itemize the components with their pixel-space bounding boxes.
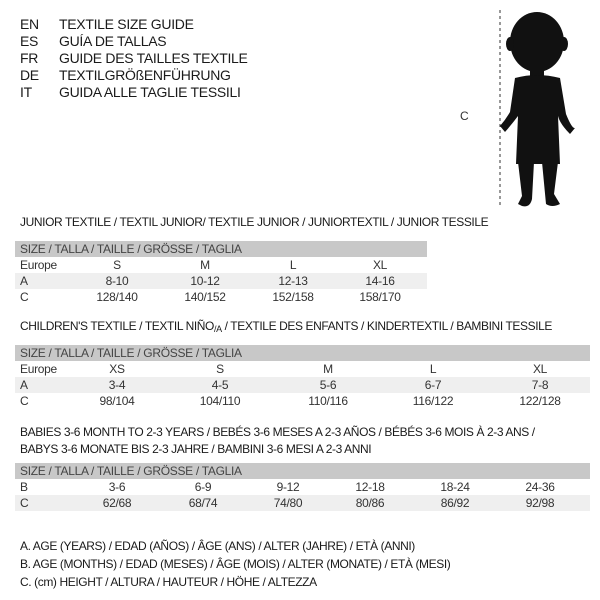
table-cell: 104/110 xyxy=(199,394,241,408)
table-cell: 116/122 xyxy=(412,394,454,408)
table-cell: 110/116 xyxy=(308,394,348,408)
table-row: A 8-10 10-12 12-13 14-16 xyxy=(15,273,427,289)
table-row: C 128/140 140/152 152/158 158/170 xyxy=(15,289,427,305)
legend-c: C. (cm) HEIGHT / ALTURA / HAUTEUR / HÖHE… xyxy=(20,575,317,589)
table-cell: 3-6 xyxy=(108,480,126,494)
table-cell: 5-6 xyxy=(319,378,337,392)
table-cell: 68/74 xyxy=(188,496,218,510)
language-code: IT xyxy=(20,84,32,100)
table-cell: 7-8 xyxy=(531,378,549,392)
table-cell: S xyxy=(113,258,121,272)
legend-b: B. AGE (MONTHS) / EDAD (MESES) / ÂGE (MO… xyxy=(20,557,451,571)
table-cell: 9-12 xyxy=(276,480,300,494)
children-size-table: SIZE / TALLA / TAILLE / GRÖSSE / TAGLIA E… xyxy=(15,345,590,409)
table-row: Europe S M L XL xyxy=(15,257,427,273)
junior-title: JUNIOR TEXTILE / TEXTIL JUNIOR/ TEXTILE … xyxy=(20,215,489,229)
table-cell: M xyxy=(323,362,333,376)
table-header: SIZE / TALLA / TAILLE / GRÖSSE / TAGLIA xyxy=(15,345,590,361)
table-cell: 158/170 xyxy=(359,290,401,304)
language-title: TEXTILGRÖßENFÜHRUNG xyxy=(59,67,231,83)
row-label: C xyxy=(20,496,29,510)
table-row: Europe XS S M L XL xyxy=(15,361,590,377)
language-code: EN xyxy=(20,16,39,32)
table-cell: 98/104 xyxy=(99,394,135,408)
table-row: C 62/68 68/74 74/80 80/86 86/92 92/98 xyxy=(15,495,590,511)
table-cell: 86/92 xyxy=(440,496,470,510)
children-title: CHILDREN'S TEXTILE / TEXTIL NIÑO/A / TEX… xyxy=(20,319,553,334)
table-cell: 74/80 xyxy=(273,496,303,510)
row-label: A xyxy=(20,378,28,392)
table-row: B 3-6 6-9 9-12 12-18 18-24 24-36 xyxy=(15,479,590,495)
row-label: Europe xyxy=(20,362,57,376)
row-label: C xyxy=(20,290,29,304)
header-label: SIZE / TALLA / TAILLE / GRÖSSE / TAGLIA xyxy=(20,464,242,478)
table-cell: L xyxy=(429,362,437,376)
language-line: ES GUÍA DE TALLAS xyxy=(20,33,167,50)
table-cell: 12-13 xyxy=(278,274,308,288)
table-cell: 4-5 xyxy=(211,378,229,392)
babies-size-table: SIZE / TALLA / TAILLE / GRÖSSE / TAGLIA B… xyxy=(15,463,590,511)
table-cell: XL xyxy=(532,362,548,376)
child-silhouette-icon xyxy=(500,12,575,207)
table-cell: 6-9 xyxy=(194,480,212,494)
table-header: SIZE / TALLA / TAILLE / GRÖSSE / TAGLIA xyxy=(15,463,590,479)
legend-a: A. AGE (YEARS) / EDAD (AÑOS) / ÂGE (ANS)… xyxy=(20,539,415,553)
table-header: SIZE / TALLA / TAILLE / GRÖSSE / TAGLIA xyxy=(15,241,427,257)
table-cell: XL xyxy=(372,258,388,272)
table-cell: L xyxy=(289,258,297,272)
table-cell: 140/152 xyxy=(184,290,226,304)
row-label: B xyxy=(20,480,28,494)
table-cell: 8-10 xyxy=(105,274,129,288)
child-silhouette-figure: C xyxy=(460,10,575,208)
language-line: IT GUIDA ALLE TAGLIE TESSILI xyxy=(20,84,241,101)
junior-size-table: SIZE / TALLA / TAILLE / GRÖSSE / TAGLIA E… xyxy=(15,241,427,305)
table-row: C 98/104 104/110 110/116 116/122 122/128 xyxy=(15,393,590,409)
table-cell: 6-7 xyxy=(424,378,442,392)
table-cell: 14-16 xyxy=(365,274,395,288)
table-cell: 152/158 xyxy=(272,290,314,304)
language-title: GUÍA DE TALLAS xyxy=(59,33,167,49)
table-cell: 92/98 xyxy=(525,496,555,510)
language-line: DE TEXTILGRÖßENFÜHRUNG xyxy=(20,67,231,84)
babies-title-line1: BABIES 3-6 MONTH TO 2-3 YEARS / BEBÉS 3-… xyxy=(20,425,535,439)
table-cell: S xyxy=(216,362,224,376)
table-cell: 24-36 xyxy=(525,480,555,494)
babies-title-line2: BABYS 3-6 MONATE BIS 2-3 JAHRE / BAMBINI… xyxy=(20,442,372,456)
table-cell: 128/140 xyxy=(96,290,138,304)
language-line: FR GUIDE DES TAILLES TEXTILE xyxy=(20,50,248,67)
table-cell: 3-4 xyxy=(108,378,126,392)
table-cell: 18-24 xyxy=(440,480,470,494)
table-cell: 10-12 xyxy=(190,274,220,288)
header-label: SIZE / TALLA / TAILLE / GRÖSSE / TAGLIA xyxy=(20,242,242,256)
language-title: TEXTILE SIZE GUIDE xyxy=(59,16,194,32)
row-label: Europe xyxy=(20,258,57,272)
table-cell: XS xyxy=(109,362,125,376)
table-cell: M xyxy=(200,258,210,272)
language-title: GUIDA ALLE TAGLIE TESSILI xyxy=(59,84,241,100)
table-cell: 122/128 xyxy=(519,394,561,408)
height-label: C xyxy=(460,109,469,123)
language-code: ES xyxy=(20,33,39,49)
table-cell: 80/86 xyxy=(355,496,385,510)
language-line: EN TEXTILE SIZE GUIDE xyxy=(20,16,194,33)
table-row: A 3-4 4-5 5-6 6-7 7-8 xyxy=(15,377,590,393)
header-label: SIZE / TALLA / TAILLE / GRÖSSE / TAGLIA xyxy=(20,346,242,360)
row-label: C xyxy=(20,394,29,408)
row-label: A xyxy=(20,274,28,288)
language-title: GUIDE DES TAILLES TEXTILE xyxy=(59,50,248,66)
language-code: FR xyxy=(20,50,39,66)
table-cell: 12-18 xyxy=(355,480,385,494)
table-cell: 62/68 xyxy=(102,496,132,510)
language-code: DE xyxy=(20,67,39,83)
